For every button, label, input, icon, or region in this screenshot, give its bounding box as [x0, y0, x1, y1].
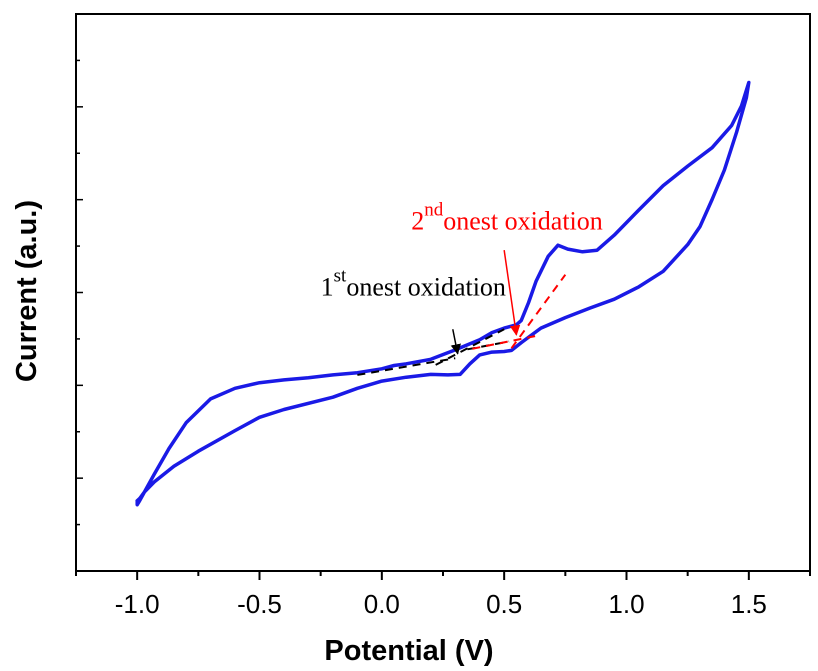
x-tick-label: 1.0 — [608, 589, 644, 619]
cv-curve — [135, 80, 751, 507]
tangent-line — [357, 357, 456, 376]
x-tick-label: -0.5 — [237, 589, 282, 619]
y-axis-title: Current (a.u.) — [11, 200, 43, 382]
onset-annotation: 2ndonest oxidation — [411, 200, 603, 236]
series-layer — [135, 80, 751, 507]
annotation-arrow — [503, 250, 521, 336]
x-tick-label: 1.5 — [731, 589, 767, 619]
annotations: 1stonest oxidation 2ndonest oxidation — [321, 200, 603, 355]
x-tick-labels: -1.0 -0.5 0.0 0.5 1.0 1.5 — [115, 589, 767, 619]
axis-ticks — [75, 13, 811, 580]
x-axis-title: Potential (V) — [324, 635, 493, 667]
annotation-arrow — [450, 329, 461, 355]
tangent-line — [472, 334, 537, 350]
onset-annotation: 1stonest oxidation — [321, 265, 506, 301]
x-tick-label: 0.0 — [364, 589, 400, 619]
x-tick-label: -1.0 — [115, 589, 160, 619]
tangent-line — [510, 274, 567, 349]
tangent-lines — [357, 274, 567, 376]
x-tick-label: 0.5 — [486, 589, 522, 619]
